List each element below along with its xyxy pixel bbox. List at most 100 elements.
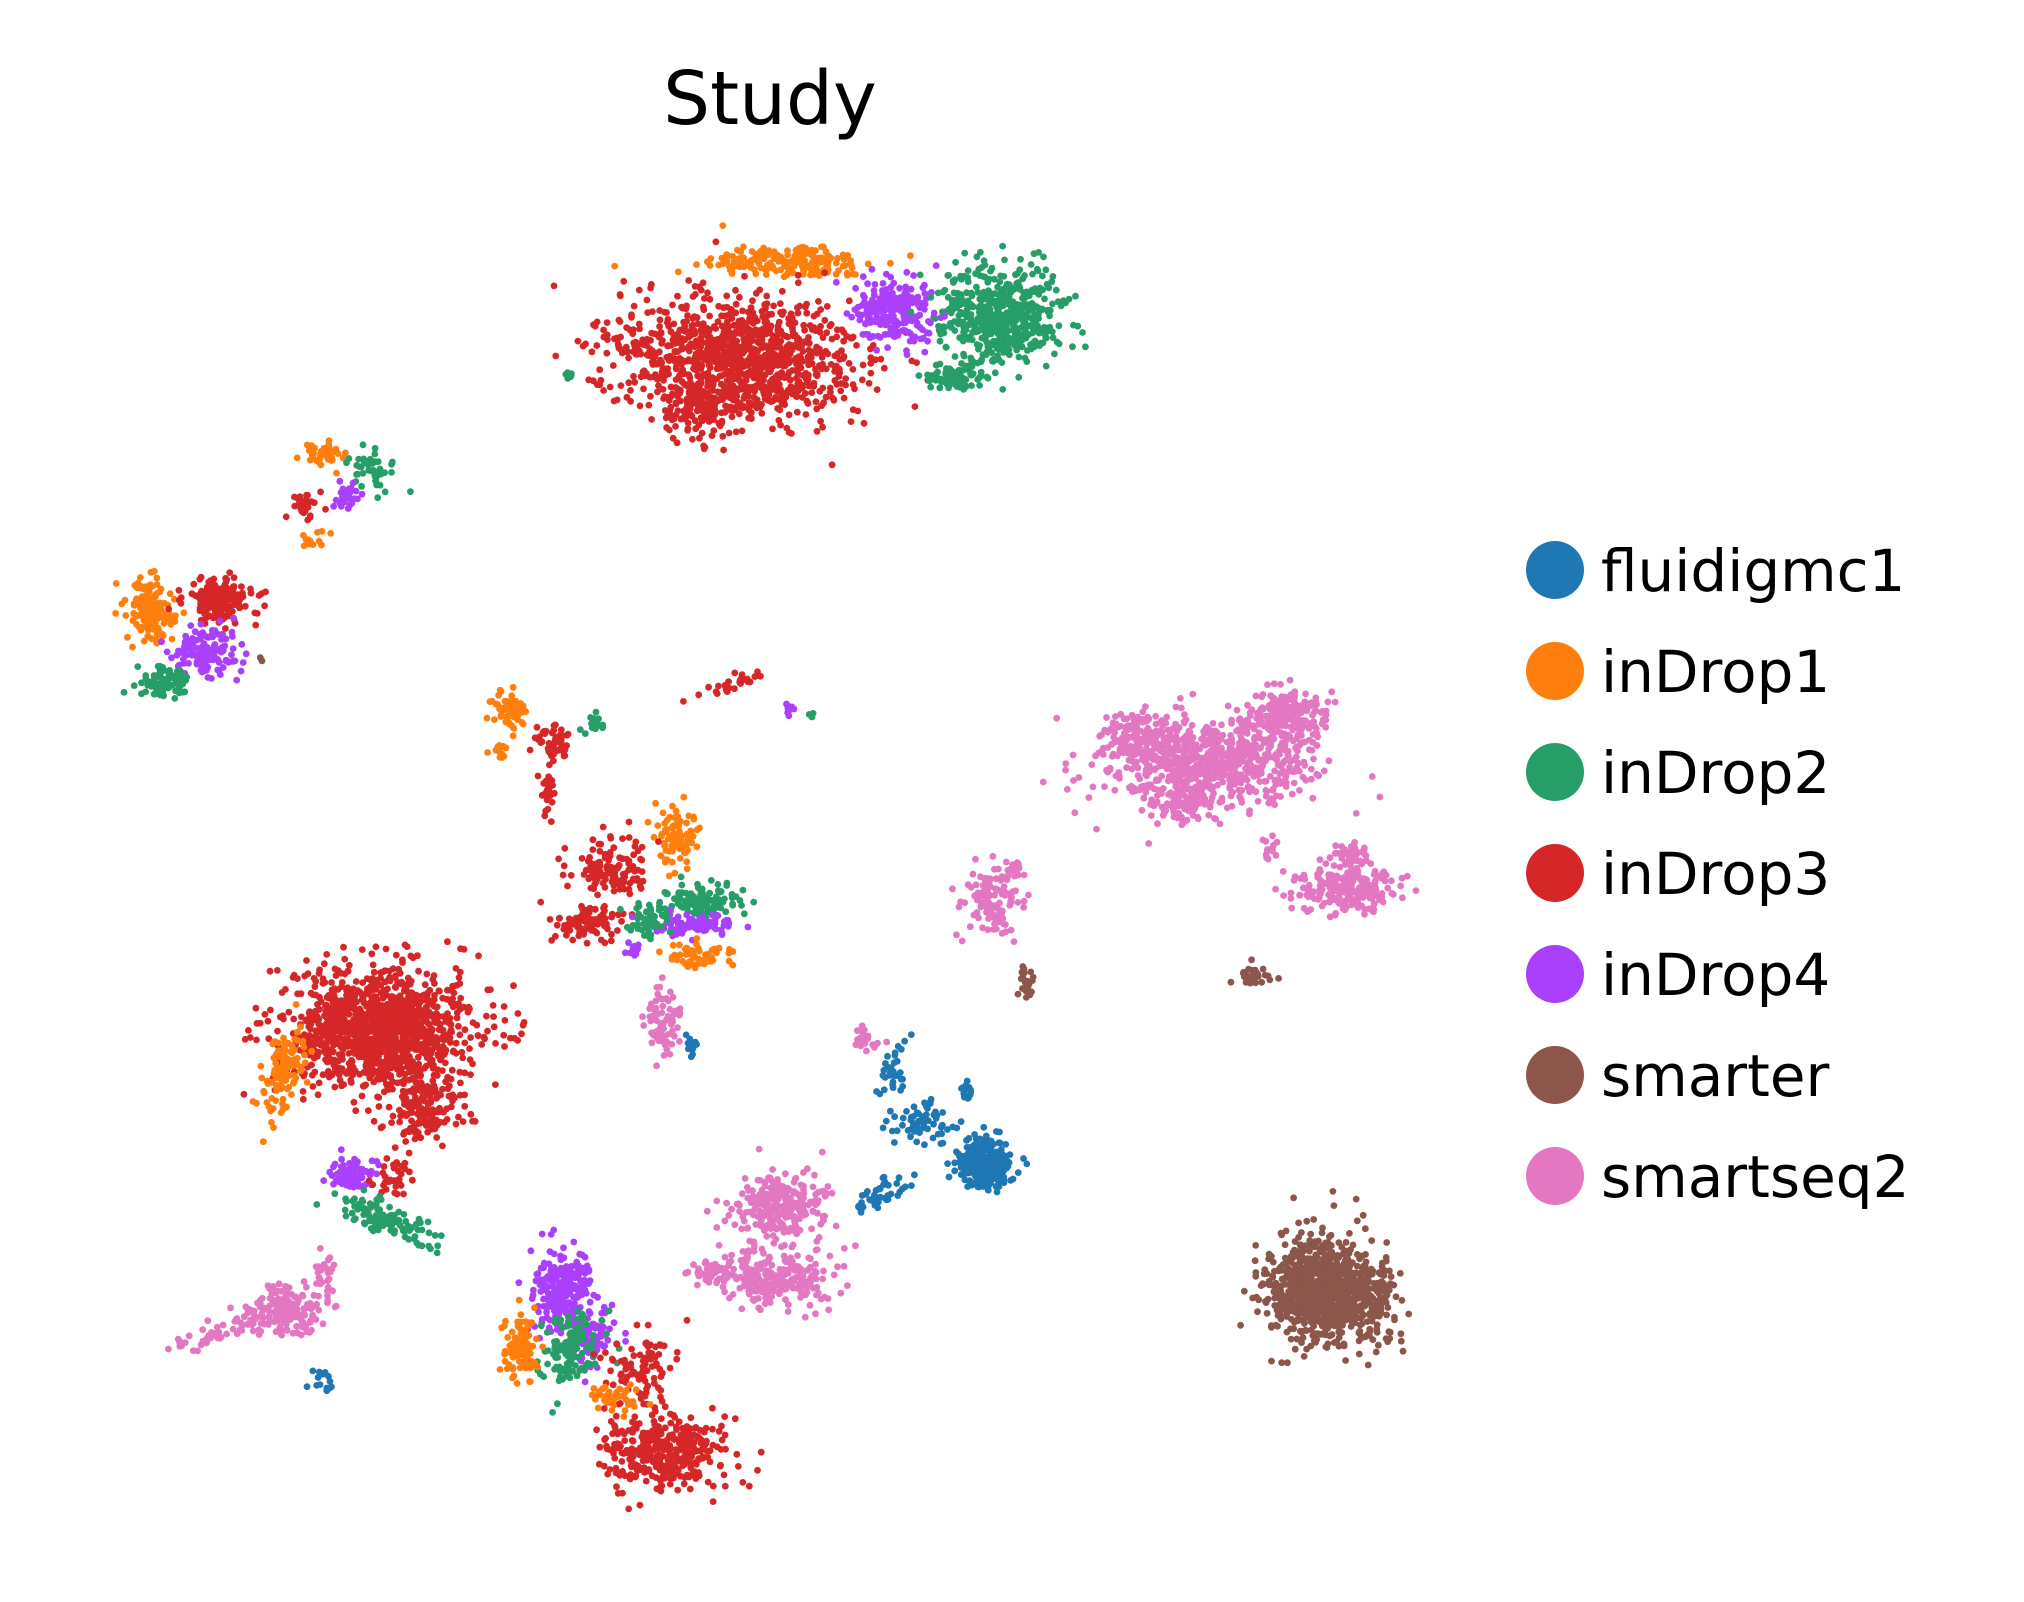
data-point-smartseq2 <box>653 1062 660 1070</box>
data-point-inDrop2 <box>934 368 941 376</box>
data-point-inDrop2 <box>955 375 962 383</box>
data-point-inDrop3 <box>685 372 693 380</box>
data-point-inDrop3 <box>673 331 681 339</box>
data-point-inDrop1 <box>483 714 491 722</box>
data-point-inDrop4 <box>921 348 929 356</box>
data-point-inDrop2 <box>951 327 959 334</box>
data-point-inDrop3 <box>789 328 797 335</box>
data-point-inDrop3 <box>215 595 223 603</box>
data-point-inDrop2 <box>984 374 992 382</box>
data-point-inDrop3 <box>600 326 607 334</box>
data-point-inDrop1 <box>725 957 733 965</box>
data-point-inDrop3 <box>775 318 783 326</box>
data-point-inDrop3 <box>714 318 722 325</box>
data-point-inDrop3 <box>711 408 719 416</box>
data-point-inDrop4 <box>903 268 911 276</box>
data-point-inDrop3 <box>793 374 800 382</box>
data-point-inDrop2 <box>956 383 963 391</box>
data-point-inDrop1 <box>611 262 619 270</box>
data-point-inDrop4 <box>330 502 338 510</box>
data-point-inDrop3 <box>728 413 736 421</box>
data-point-inDrop4 <box>897 307 905 314</box>
data-point-inDrop4 <box>872 303 880 311</box>
data-point-inDrop2 <box>723 882 731 889</box>
data-point-inDrop2 <box>1027 345 1035 353</box>
data-point-inDrop3 <box>190 580 198 588</box>
data-point-inDrop1 <box>864 260 872 268</box>
data-point-inDrop3 <box>834 350 841 358</box>
data-point-inDrop1 <box>654 822 662 829</box>
data-point-inDrop4 <box>874 332 882 340</box>
data-point-inDrop3 <box>541 812 549 820</box>
data-point-inDrop1 <box>849 270 856 278</box>
data-point-inDrop3 <box>630 372 637 380</box>
data-point-inDrop3 <box>550 282 558 290</box>
data-point-inDrop3 <box>801 390 809 397</box>
data-point-inDrop3 <box>550 750 558 758</box>
data-point-inDrop3 <box>698 331 706 338</box>
data-point-inDrop3 <box>805 346 813 354</box>
data-point-inDrop2 <box>974 376 982 383</box>
data-point-inDrop3 <box>580 871 588 878</box>
data-point-inDrop3 <box>358 1092 366 1100</box>
data-point-inDrop2 <box>976 272 984 279</box>
data-point-inDrop3 <box>435 987 443 995</box>
data-point-inDrop4 <box>910 272 917 279</box>
data-point-inDrop3 <box>865 379 873 387</box>
data-point-inDrop4 <box>216 617 224 625</box>
data-point-inDrop3 <box>261 1011 269 1018</box>
data-point-inDrop2 <box>714 881 722 888</box>
data-point-inDrop1 <box>812 264 820 272</box>
data-point-inDrop3 <box>648 329 656 337</box>
data-point-inDrop3 <box>635 320 643 328</box>
data-point-inDrop3 <box>732 286 739 294</box>
data-point-inDrop2 <box>359 441 367 449</box>
data-point-inDrop3 <box>455 974 463 981</box>
data-point-inDrop3 <box>873 386 881 393</box>
data-point-inDrop1 <box>737 255 744 262</box>
data-point-inDrop4 <box>214 631 222 638</box>
data-point-inDrop2 <box>1025 307 1033 314</box>
data-point-inDrop3 <box>211 602 218 609</box>
data-point-inDrop3 <box>733 321 740 329</box>
data-point-inDrop3 <box>845 297 853 305</box>
data-point-inDrop1 <box>690 813 697 821</box>
data-point-inDrop2 <box>656 900 663 907</box>
data-point-inDrop3 <box>754 370 762 378</box>
data-point-inDrop2 <box>990 337 997 345</box>
data-point-inDrop2 <box>576 726 584 733</box>
data-point-inDrop3 <box>345 1030 353 1037</box>
data-point-inDrop2 <box>1030 250 1038 258</box>
data-point-inDrop2 <box>694 880 701 888</box>
data-point-inDrop1 <box>726 266 734 274</box>
data-point-inDrop3 <box>725 351 732 358</box>
data-point-inDrop3 <box>370 1117 378 1125</box>
data-point-inDrop2 <box>171 695 179 702</box>
data-point-inDrop1 <box>761 253 768 261</box>
data-point-inDrop3 <box>908 357 916 365</box>
data-point-inDrop3 <box>607 833 614 840</box>
data-point-inDrop4 <box>858 311 866 319</box>
data-point-inDrop2 <box>991 369 999 377</box>
data-point-inDrop3 <box>686 357 694 365</box>
data-point-inDrop3 <box>206 612 213 620</box>
data-point-inDrop2 <box>927 375 935 382</box>
data-point-inDrop3 <box>526 746 534 754</box>
data-point-inDrop2 <box>675 889 683 897</box>
data-point-inDrop4 <box>860 291 867 299</box>
data-point-inDrop3 <box>744 678 752 685</box>
data-point-inDrop1 <box>671 841 679 848</box>
data-point-inDrop1 <box>501 697 509 705</box>
data-point-inDrop3 <box>578 925 586 933</box>
data-point-inDrop3 <box>685 333 692 341</box>
data-point-inDrop3 <box>641 340 649 348</box>
data-point-inDrop4 <box>182 638 189 646</box>
data-point-inDrop3 <box>305 1023 313 1030</box>
data-point-inDrop4 <box>868 265 876 273</box>
data-point-inDrop3 <box>306 514 314 521</box>
data-point-inDrop1 <box>511 708 518 715</box>
data-point-inDrop3 <box>421 1064 428 1072</box>
data-point-inDrop1 <box>840 256 848 263</box>
data-point-inDrop3 <box>680 698 687 705</box>
data-point-inDrop3 <box>597 936 605 944</box>
